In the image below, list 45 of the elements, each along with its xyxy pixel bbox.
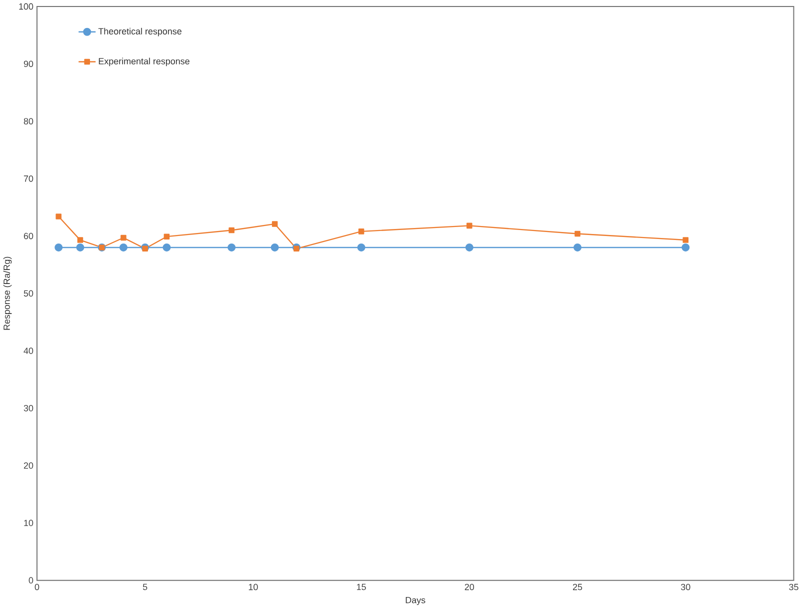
x-tick-label: 35 xyxy=(789,584,798,590)
y-tick-label: 20 xyxy=(24,462,34,469)
y-tick-label: 10 xyxy=(24,520,34,526)
y-tick-label: 30 xyxy=(24,404,34,412)
y-tick-label: 40 xyxy=(24,347,34,354)
y-tick-label: 0 xyxy=(28,576,34,584)
point xyxy=(466,222,472,228)
point xyxy=(270,243,279,252)
point xyxy=(76,243,84,252)
y-tick-label: 70 xyxy=(24,175,34,182)
point xyxy=(120,234,126,240)
point xyxy=(77,236,84,243)
point xyxy=(119,243,128,252)
legend-label: Theoretical response xyxy=(98,28,182,36)
y-tick-label: 90 xyxy=(24,60,34,67)
x-tick-label: 15 xyxy=(356,584,366,590)
legend-label: Experimental response xyxy=(98,58,190,66)
point xyxy=(162,243,171,252)
point xyxy=(272,220,278,227)
point xyxy=(142,246,148,252)
x-tick-label: 30 xyxy=(680,584,690,590)
point xyxy=(574,230,580,236)
x-axis-title: Days xyxy=(406,596,426,605)
point xyxy=(357,243,366,252)
x-tick-label: 20 xyxy=(464,584,474,590)
point xyxy=(228,243,236,252)
x-tick-label: 10 xyxy=(248,584,258,590)
point xyxy=(228,227,234,233)
point xyxy=(164,234,170,240)
point xyxy=(294,246,300,252)
x-tick-label: 5 xyxy=(142,584,148,590)
y-tick-label: 80 xyxy=(24,118,34,124)
point xyxy=(682,243,690,252)
point xyxy=(682,236,688,243)
y-tick-label: 60 xyxy=(24,232,34,240)
x-tick-label: 0 xyxy=(34,584,40,590)
y-tick-label: 50 xyxy=(24,290,34,296)
x-tick-label: 25 xyxy=(572,584,582,590)
point xyxy=(54,243,63,252)
point xyxy=(358,228,364,234)
y-axis-title: Response (Ra/Rg) xyxy=(3,256,12,330)
point xyxy=(465,243,474,252)
y-tick-label: 100 xyxy=(19,3,34,10)
point xyxy=(574,243,582,252)
point xyxy=(56,213,62,220)
